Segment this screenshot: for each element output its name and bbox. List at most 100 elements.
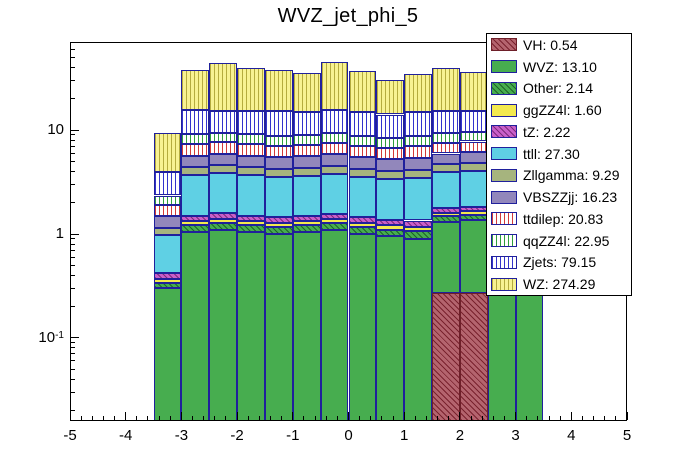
x-minor-tick <box>114 416 116 420</box>
stack-segment-ttdilep <box>209 142 238 154</box>
stack-segment-WVZ <box>209 229 238 421</box>
stack-segment-ggZZ4l <box>404 226 433 232</box>
stack-segment-qqZZ4l <box>153 195 182 206</box>
stack-segment-tZ <box>209 213 238 219</box>
stack-segment-VH <box>432 293 460 421</box>
y-minor-tick <box>71 342 75 344</box>
stack-segment-ttll <box>181 175 210 216</box>
stack-segment-WVZ <box>153 288 182 421</box>
legend-entry-VBSZZjj: VBSZZjj: 16.23 <box>487 186 631 208</box>
stack-segment-WZ <box>320 62 349 110</box>
stack-segment-Zjets <box>237 111 265 135</box>
stack-segment-ttll <box>320 173 349 214</box>
legend-entry-ttll: ttll: 27.30 <box>487 143 631 165</box>
legend-label: WVZ: 13.10 <box>523 58 597 75</box>
stack-segment-Zllgamma <box>376 171 405 180</box>
legend-swatch-VH <box>491 38 517 52</box>
stack-segment-tZ <box>404 220 433 227</box>
stack-segment-tZ <box>320 214 349 220</box>
stack-segment-ggZZ4l <box>153 278 182 283</box>
x-minor-tick <box>225 416 227 420</box>
stack-segment-Zllgamma <box>292 167 321 176</box>
y-minor-tick <box>71 48 75 50</box>
stack-segment-Other <box>320 223 349 230</box>
stack-segment-qqZZ4l <box>376 137 405 148</box>
stack-segment-Zllgamma <box>432 164 460 172</box>
legend-label: WZ: 274.29 <box>523 276 596 293</box>
x-minor-tick <box>425 416 427 420</box>
legend-swatch-Zllgamma <box>491 168 517 182</box>
y-minor-tick <box>71 80 75 82</box>
stack-segment-WZ <box>153 132 182 173</box>
stack-segment-Other <box>376 229 405 237</box>
x-major-tick <box>292 412 294 420</box>
legend-entry-WZ: WZ: 274.29 <box>487 273 631 295</box>
y-minor-tick <box>71 264 75 266</box>
stack-segment-Other <box>181 225 210 232</box>
y-minor-tick <box>71 274 75 276</box>
stack-segment-qqZZ4l <box>404 136 433 147</box>
stack-segment-ttll <box>264 176 293 218</box>
x-minor-tick <box>158 416 160 420</box>
stack-segment-ttdilep <box>181 144 210 156</box>
legend-swatch-WVZ <box>491 60 517 74</box>
y-minor-tick <box>71 243 75 245</box>
x-minor-tick <box>336 416 338 420</box>
legend-label: qqZZ4l: 22.95 <box>523 232 610 249</box>
x-minor-tick <box>147 416 149 420</box>
stack-segment-qqZZ4l <box>348 135 377 146</box>
x-major-tick <box>515 412 517 420</box>
legend-entry-WVZ: WVZ: 13.10 <box>487 56 631 78</box>
x-minor-tick <box>615 416 617 420</box>
x-major-tick <box>348 412 349 420</box>
stack-segment-WZ <box>348 70 377 113</box>
legend-swatch-WZ <box>491 277 517 291</box>
y-major-tick <box>71 233 79 235</box>
stack-segment-WZ <box>459 72 488 111</box>
legend-swatch-ggZZ4l <box>491 103 517 117</box>
stack-segment-tZ <box>237 215 265 222</box>
x-tick-label: -5 <box>63 427 77 444</box>
stack-segment-Other <box>153 282 182 289</box>
x-minor-tick <box>136 416 138 420</box>
y-minor-tick <box>71 171 75 173</box>
stack-segment-ggZZ4l <box>348 222 377 228</box>
legend-label: ggZZ4l: 1.60 <box>523 102 602 119</box>
y-minor-tick <box>71 98 75 100</box>
x-minor-tick <box>437 416 439 420</box>
legend-label: tZ: 2.22 <box>523 123 571 140</box>
stack-segment-Zjets <box>264 110 293 136</box>
legend-label: ttll: 27.30 <box>523 145 580 162</box>
stack-segment-WZ <box>181 69 210 111</box>
stack-segment-WZ <box>404 74 433 112</box>
y-minor-tick <box>71 306 75 308</box>
x-minor-tick <box>314 416 316 420</box>
stack-segment-Zjets <box>153 172 182 196</box>
x-tick-label: 0 <box>344 427 353 444</box>
x-major-tick <box>180 412 182 420</box>
stack-segment-Zllgamma <box>320 165 349 174</box>
stack-segment-ttll <box>432 171 460 209</box>
y-tick-label: 10-1 <box>38 328 64 346</box>
stack-segment-tZ <box>181 215 210 222</box>
x-minor-tick <box>448 416 450 420</box>
legend-label: ttdilep: 20.83 <box>523 210 604 227</box>
y-minor-tick <box>71 249 75 251</box>
stack-segment-VBSZZjj <box>209 153 238 165</box>
stack-segment-Other <box>432 216 460 222</box>
y-tick-label: 1 <box>55 225 64 243</box>
stack-segment-VBSZZjj <box>432 153 460 165</box>
y-minor-tick <box>71 409 75 411</box>
y-major-tick <box>71 337 79 339</box>
y-minor-tick <box>71 360 75 362</box>
stack-segment-ggZZ4l <box>376 225 405 230</box>
x-minor-tick <box>559 416 561 420</box>
y-minor-tick <box>71 152 75 154</box>
legend-swatch-Zjets <box>491 255 517 269</box>
stack-segment-Other <box>404 231 433 239</box>
stack-segment-Other <box>348 227 377 234</box>
stack-segment-WZ <box>264 70 293 111</box>
x-major-tick <box>459 412 461 420</box>
stack-segment-Other <box>292 225 321 232</box>
stack-segment-Zllgamma <box>264 168 293 177</box>
